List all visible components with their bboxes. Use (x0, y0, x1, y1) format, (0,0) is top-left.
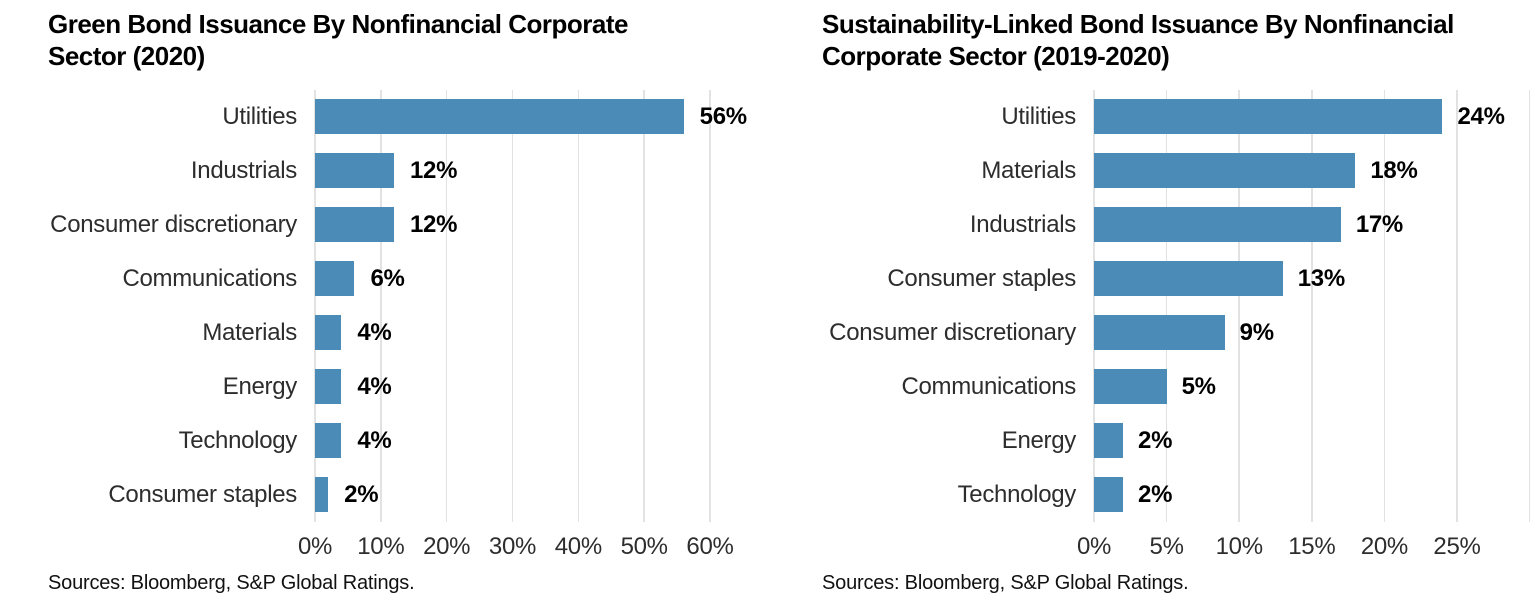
category-label: Communications (901, 373, 1076, 400)
x-axis-tick-label: 60% (686, 533, 734, 560)
plot-area: 0% 10% 20% 30% 40% 50% 60% 56% 12% 12% 6% 4% 4% 4% 2% (298, 90, 748, 560)
gridline (577, 90, 580, 522)
category-label: Materials (981, 157, 1076, 184)
value-label: 2% (1138, 481, 1173, 508)
gridline (1311, 90, 1313, 522)
value-label: 56% (699, 103, 747, 130)
gridline (511, 90, 514, 522)
category-label: Industrials (969, 211, 1076, 238)
bar (1094, 477, 1124, 512)
value-label: 18% (1370, 157, 1418, 184)
gridline (1528, 90, 1530, 522)
bar (1094, 207, 1341, 242)
gridline (1456, 90, 1458, 522)
bar (1094, 99, 1443, 134)
value-label: 4% (357, 427, 392, 454)
source-note: Sources: Bloomberg, S&P Global Ratings. (822, 572, 1189, 594)
bar (315, 423, 342, 458)
bar (1094, 423, 1124, 458)
x-axis-tick-label: 25% (1433, 533, 1481, 560)
chart-title: Green Bond Issuance By Nonfinancial Corp… (48, 8, 628, 72)
category-label: Utilities (222, 103, 297, 130)
gridline (643, 90, 645, 522)
source-note: Sources: Bloomberg, S&P Global Ratings. (48, 572, 415, 594)
category-label: Energy (222, 373, 298, 400)
plot-area: 0% 5% 10% 15% 20% 25% 24% 18% 17% 13% 9% 5% 2% 2% (1077, 90, 1530, 560)
value-label: 12% (409, 211, 458, 238)
category-label: Utilities (1001, 103, 1076, 130)
chart-title-line: Corporate Sector (2019-2020) (822, 41, 1170, 71)
green-bond-chart: Green Bond Issuance By Nonfinancial Corp… (48, 8, 748, 594)
category-label: Technology (178, 427, 298, 454)
value-label: 5% (1181, 373, 1216, 400)
bar (315, 207, 394, 242)
gridline (1093, 90, 1095, 522)
category-label: Consumer discretionary (829, 319, 1076, 346)
category-label: Consumer staples (108, 481, 297, 508)
gridline (445, 90, 448, 522)
category-label: Consumer staples (887, 265, 1076, 292)
gridline (380, 90, 382, 522)
bar (1094, 315, 1225, 350)
gridline (1238, 90, 1240, 522)
chart-title: Sustainability-Linked Bond Issuance By N… (822, 8, 1454, 72)
bar (1094, 261, 1283, 296)
x-axis-tick-label: 10% (357, 533, 405, 560)
sustainability-linked-bond-chart: Sustainability-Linked Bond Issuance By N… (765, 0, 1530, 607)
bar (1094, 369, 1167, 404)
x-axis-tick-label: 15% (1288, 533, 1336, 560)
value-label: 13% (1297, 265, 1345, 292)
x-axis-tick-label: 50% (620, 533, 668, 560)
value-label: 6% (370, 265, 405, 292)
gridline (1383, 90, 1386, 522)
value-label: 2% (344, 481, 379, 508)
category-label: Industrials (190, 157, 297, 184)
x-axis-tick-label: 10% (1215, 533, 1263, 560)
bar (315, 369, 342, 404)
chart-title-line: Sector (2020) (48, 41, 205, 71)
category-label: Energy (1001, 427, 1077, 454)
x-axis-tick-label: 5% (1149, 533, 1184, 560)
category-label: Consumer discretionary (50, 211, 297, 238)
value-label: 2% (1138, 427, 1173, 454)
category-label: Technology (957, 481, 1077, 508)
gridline (709, 90, 711, 522)
bar (315, 315, 342, 350)
chart-title-line: Sustainability-Linked Bond Issuance By N… (822, 9, 1454, 39)
value-label: 17% (1355, 211, 1403, 238)
value-label: 24% (1457, 103, 1505, 130)
value-label: 12% (409, 157, 458, 184)
category-label: Materials (202, 319, 297, 346)
category-label: Communications (122, 265, 297, 292)
chart-title-line: Green Bond Issuance By Nonfinancial Corp… (48, 9, 628, 39)
gridline (314, 90, 316, 522)
value-label: 4% (357, 319, 392, 346)
bar (315, 99, 684, 134)
x-axis-tick-label: 30% (488, 533, 537, 560)
bar (315, 153, 394, 188)
x-axis-tick-label: 20% (423, 533, 471, 560)
value-label: 9% (1239, 319, 1274, 346)
gridline (1165, 90, 1168, 522)
bar (1094, 153, 1356, 188)
x-axis-tick-label: 20% (1360, 533, 1408, 560)
x-axis-tick-label: 40% (554, 533, 602, 560)
x-axis-tick-label: 0% (297, 533, 333, 560)
x-axis-tick-label: 0% (1076, 533, 1112, 560)
value-label: 4% (357, 373, 392, 400)
bar (315, 477, 329, 512)
bar (315, 261, 355, 296)
